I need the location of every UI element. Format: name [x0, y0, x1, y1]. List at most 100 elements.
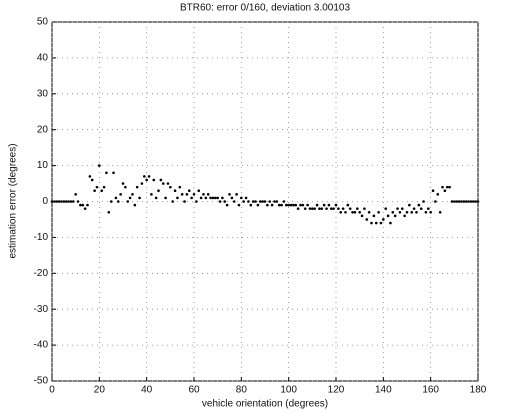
point: [273, 200, 276, 203]
point: [356, 207, 359, 210]
point: [325, 207, 328, 210]
point: [318, 207, 321, 210]
point: [408, 203, 411, 207]
point: [100, 189, 103, 193]
point: [419, 207, 423, 210]
point: [251, 200, 255, 203]
point: [403, 214, 406, 218]
point: [228, 193, 231, 196]
point: [405, 210, 409, 214]
y-tick-label: 0: [42, 196, 48, 207]
point: [154, 196, 158, 200]
point: [332, 207, 335, 210]
point: [424, 210, 428, 214]
point: [301, 203, 305, 207]
point: [105, 171, 108, 175]
point: [287, 203, 290, 207]
point: [396, 207, 399, 210]
point: [221, 196, 224, 200]
x-tick-label: 40: [141, 385, 153, 396]
point: [285, 203, 288, 207]
point: [275, 200, 279, 203]
point: [247, 200, 250, 203]
point: [121, 182, 125, 185]
point: [88, 175, 92, 178]
point: [206, 193, 210, 196]
point: [334, 203, 338, 207]
point: [299, 203, 302, 207]
point: [464, 200, 468, 203]
point: [240, 196, 243, 200]
point: [462, 200, 466, 203]
point: [185, 193, 189, 196]
y-axis-label: estimation error (degrees): [8, 143, 19, 258]
point: [363, 207, 366, 210]
chart-title: BTR60: error 0/160, deviation 3.00103: [180, 3, 351, 14]
point: [230, 196, 234, 200]
point: [95, 185, 99, 189]
point: [391, 210, 395, 214]
point: [164, 196, 167, 200]
point: [344, 210, 347, 214]
point: [180, 193, 184, 196]
point: [282, 200, 286, 203]
point: [469, 200, 473, 203]
point: [60, 200, 63, 203]
point: [135, 185, 139, 189]
point: [431, 189, 435, 193]
point: [382, 218, 385, 221]
point: [436, 193, 440, 196]
point: [261, 200, 264, 203]
point: [197, 189, 201, 193]
point: [143, 175, 146, 178]
y-tick-label: 20: [37, 124, 49, 135]
point: [303, 207, 307, 210]
point: [417, 203, 421, 207]
point: [386, 214, 390, 218]
point: [374, 221, 378, 225]
point: [157, 189, 160, 193]
point: [102, 185, 106, 189]
point: [256, 203, 260, 207]
point: [192, 193, 196, 196]
point: [50, 200, 54, 203]
point: [445, 185, 449, 189]
y-tick-label: -20: [34, 268, 49, 279]
point: [398, 210, 402, 214]
point: [79, 203, 82, 207]
point: [190, 196, 193, 200]
point: [370, 221, 373, 225]
y-tick-label: -40: [34, 340, 49, 351]
y-tick-label: 30: [37, 88, 49, 99]
point: [365, 218, 369, 221]
point: [214, 196, 217, 200]
y-tick-label: 50: [37, 17, 49, 28]
point: [353, 210, 357, 214]
point: [171, 200, 174, 203]
point: [138, 196, 141, 200]
point: [116, 200, 120, 203]
point: [235, 193, 238, 196]
y-tick-label: 40: [37, 53, 49, 64]
point: [140, 182, 144, 185]
point: [270, 203, 274, 207]
x-axis-label: vehicle orientation (degrees): [202, 399, 328, 410]
point: [72, 200, 75, 203]
point: [161, 182, 165, 185]
point: [86, 203, 89, 207]
point: [126, 200, 130, 203]
point: [427, 207, 430, 210]
point: [384, 207, 388, 210]
point: [367, 210, 371, 214]
point: [93, 189, 96, 193]
point: [329, 207, 333, 210]
point: [204, 196, 208, 200]
point: [443, 189, 447, 193]
point: [195, 200, 198, 203]
point: [237, 203, 241, 207]
point: [339, 210, 343, 214]
point: [169, 185, 172, 189]
point: [232, 200, 236, 203]
point: [277, 203, 281, 207]
